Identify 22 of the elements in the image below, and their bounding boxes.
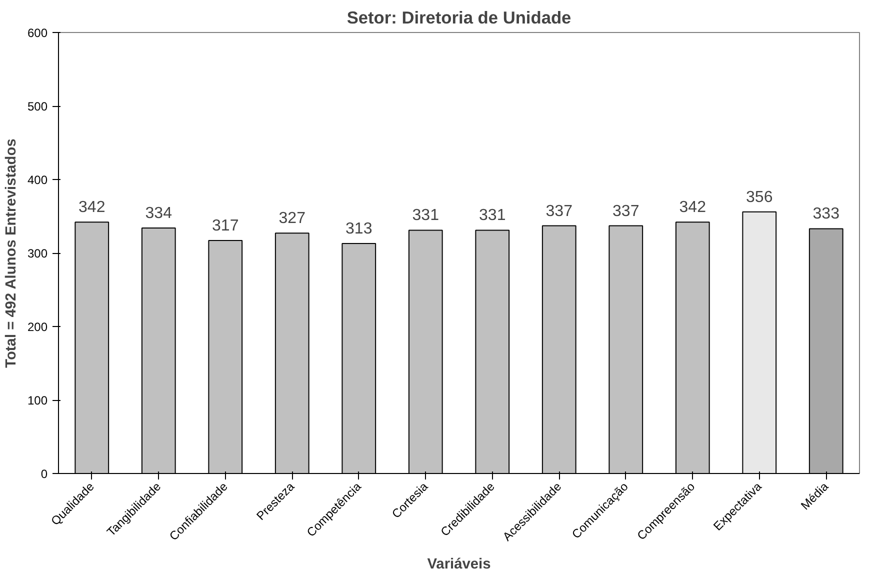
data-label: 313	[346, 220, 372, 238]
data-label: 331	[479, 207, 506, 224]
data-label: 333	[812, 206, 840, 223]
y-tick-label: 400	[27, 173, 48, 187]
data-label: 356	[746, 188, 773, 206]
x-axis-title: Variáveis	[427, 556, 491, 573]
data-label: 327	[278, 210, 306, 228]
data-label: 337	[546, 202, 573, 220]
y-tick-label: 100	[27, 394, 48, 408]
y-tick-label: 600	[27, 26, 48, 40]
data-label: 342	[78, 199, 106, 216]
data-label: 334	[145, 205, 172, 222]
y-tick-label: 300	[27, 246, 48, 260]
y-tick-label: 500	[27, 100, 48, 114]
y-tick-label: 0	[40, 467, 48, 481]
data-label: 317	[212, 218, 239, 235]
chart-title: Setor: Diretoria de Unidade	[346, 8, 572, 28]
y-tick-label: 200	[27, 320, 48, 334]
data-label: 331	[412, 207, 440, 224]
data-label: 337	[612, 202, 640, 220]
data-label: 342	[679, 199, 706, 216]
y-axis-title: Total = 492 Alunos Entrevistados	[3, 138, 20, 368]
